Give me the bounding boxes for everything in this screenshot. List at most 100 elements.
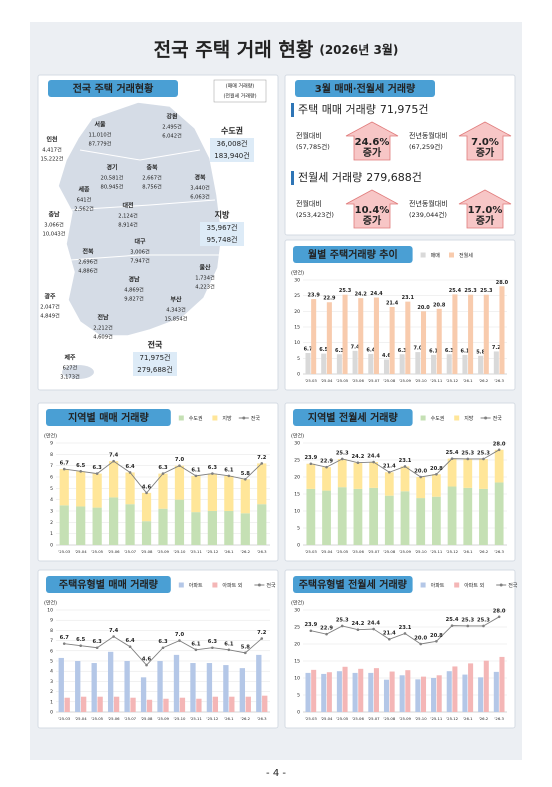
line-point [161, 472, 165, 475]
region-lease: 7,947건 [130, 258, 150, 265]
bar [306, 463, 316, 489]
x-tick-label: '25.03 [305, 549, 317, 554]
up-arrow [458, 121, 512, 161]
panel-title: 지역별 매매 거래량 [68, 411, 149, 424]
bar [483, 660, 489, 712]
region-sale: 2,696건 [78, 259, 98, 266]
item-base: (67,259건) [409, 142, 443, 151]
x-tick-label: '25.12 [206, 716, 218, 721]
region-name: 서울 [94, 121, 106, 129]
region-name: 경기 [106, 164, 117, 172]
bar [76, 471, 86, 507]
value-label: 6.7 [60, 635, 70, 641]
value-label: 25.4 [446, 450, 459, 456]
value-label: 6.1 [224, 467, 234, 473]
x-tick-label: '25.09 [157, 549, 169, 554]
value-label: 6.1 [429, 348, 438, 354]
bar [447, 458, 457, 487]
bar [97, 696, 103, 712]
line-point [145, 491, 148, 495]
bar [321, 353, 327, 374]
bar [463, 458, 473, 488]
bar [92, 473, 102, 508]
item-pct: 10.4% [355, 205, 390, 216]
x-tick-label: '25.12 [446, 549, 458, 554]
value-label: 22.9 [320, 459, 333, 465]
panel-banner [48, 80, 178, 97]
panel-banner [46, 576, 171, 593]
x-tick-label: '25.05 [91, 549, 103, 554]
bar [336, 354, 342, 374]
region-lease: 80,945건 [101, 184, 124, 191]
value-label: 6.5 [319, 347, 328, 353]
y-tick-label: 30 [294, 441, 300, 447]
x-tick-label: '25.03 [305, 716, 317, 721]
region-sale: 36,008건 [217, 139, 248, 148]
y-tick-label: 0 [297, 372, 300, 378]
bar [174, 499, 185, 545]
region-name: 경남 [128, 276, 140, 284]
bar [321, 673, 327, 712]
value-label: 24.4 [367, 454, 380, 460]
y-tick-label: 1 [50, 531, 53, 537]
legend-swatch [454, 582, 460, 588]
x-tick-label: '25.03 [305, 378, 317, 383]
x-tick-label: '25.05 [336, 549, 348, 554]
region-box [133, 352, 177, 376]
legend-swatch [449, 252, 454, 258]
value-label: 23.1 [402, 295, 415, 301]
value-label: 23.1 [399, 625, 412, 631]
value-label: 23.9 [307, 293, 320, 299]
bar [420, 311, 427, 374]
x-tick-label: '26.2 [241, 716, 251, 721]
legend-label: 전국 [251, 415, 261, 422]
bar [353, 462, 363, 489]
bar [322, 490, 331, 545]
item-label: 전월대비 [296, 199, 322, 208]
value-label: 4.6 [382, 353, 391, 359]
item-base: (239,044건) [409, 210, 447, 219]
y-tick-label: 25 [294, 625, 300, 631]
value-label: 6.4 [125, 638, 135, 644]
bar [146, 699, 153, 712]
region-lease: 4,849건 [40, 313, 60, 320]
value-label: 6.1 [191, 467, 201, 473]
item-change: 증가 [363, 214, 382, 227]
region-name: 충북 [146, 164, 158, 172]
bar [91, 663, 97, 712]
x-tick-label: '25.06 [108, 549, 120, 554]
region-sale: 20,581건 [101, 175, 124, 182]
x-tick-label: '26.1 [463, 549, 473, 554]
map-legend-box [213, 79, 267, 103]
y-tick-label: 15 [294, 659, 300, 665]
bar [191, 475, 201, 513]
region-name: 경북 [194, 174, 206, 182]
line-point [194, 648, 198, 652]
x-tick-label: '25.09 [399, 549, 411, 554]
value-label: 23.9 [304, 455, 317, 461]
x-tick-label: '25.07 [124, 549, 136, 554]
value-label: 7.2 [257, 455, 267, 461]
x-tick-label: '25.08 [383, 549, 395, 554]
x-tick-label: '25.09 [399, 378, 411, 383]
bar [337, 487, 347, 545]
y-tick-label: 20 [294, 475, 300, 481]
region-sale: 641건 [77, 197, 92, 204]
bar [158, 508, 168, 545]
line-point [482, 624, 485, 628]
legend-label: 지방 [464, 415, 474, 422]
y-tick-label: 30 [294, 608, 300, 614]
value-label: 6.7 [60, 461, 70, 467]
bar [196, 698, 202, 712]
bar [322, 467, 331, 491]
bar [125, 472, 135, 505]
y-tick-label: 8 [50, 628, 53, 634]
value-label: 6.1 [461, 348, 470, 354]
value-label: 25.4 [446, 617, 459, 623]
line-point [79, 470, 82, 473]
bar [446, 354, 452, 374]
bar [141, 492, 152, 522]
region-sale: 35,967건 [207, 223, 238, 232]
value-label: 21.4 [383, 631, 396, 637]
line-point [95, 472, 99, 475]
